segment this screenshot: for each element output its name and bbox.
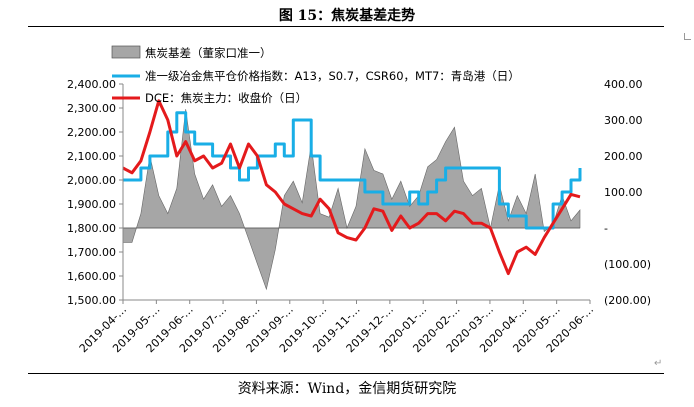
right-axis-tick-label: (100.00): [604, 258, 651, 271]
spread-area-series: [122, 109, 581, 291]
legend-label-index: 准一级冶金焦平仓价格指数：A13，S0.7，CSR60，MT7：青岛港（日）: [145, 69, 520, 83]
page-corner-mark: [684, 33, 691, 40]
legend-swatch-spread: [111, 45, 141, 59]
spread-area: [122, 109, 581, 291]
left-axis-tick-label: 1,800.00: [67, 222, 116, 235]
right-axis-tick-label: -: [604, 222, 608, 235]
left-axis-tick-label: 2,000.00: [67, 174, 116, 187]
legend-label-futures: DCE：焦炭主力：收盘价（日）: [145, 91, 307, 105]
right-axis-tick-label: 300.00: [604, 114, 643, 127]
right-axis-tick-label: (200.00): [604, 294, 651, 307]
left-axis-tick-label: 2,300.00: [67, 102, 116, 115]
source-rule: [28, 373, 664, 374]
chart-legend: 焦炭基差（董家口准一） 准一级冶金焦平仓价格指数：A13，S0.7，CSR60，…: [111, 45, 520, 105]
right-axis-tick-label: 400.00: [604, 78, 643, 91]
right-axis-tick-label: 100.00: [604, 186, 643, 199]
price-line-series: [122, 99, 582, 276]
left-axis-tick-label: 1,900.00: [67, 198, 116, 211]
source-note: 资料来源：Wind，金信期货研究院: [237, 381, 457, 397]
figure-title: 图 15：焦炭基差走势: [278, 8, 416, 24]
right-axis-tick-label: 200.00: [604, 150, 643, 163]
legend-label-spread: 焦炭基差（董家口准一）: [145, 46, 272, 60]
index-price-line: [123, 111, 582, 230]
left-axis-tick-label: 2,100.00: [67, 150, 116, 163]
left-axis-tick-label: 2,400.00: [67, 78, 116, 91]
title-rule: [28, 26, 664, 27]
left-axis-tick-label: 1,700.00: [67, 246, 116, 259]
left-axis-tick-label: 1,500.00: [67, 294, 116, 307]
left-axis-tick-label: 1,600.00: [67, 270, 116, 283]
left-axis-tick-label: 2,200.00: [67, 126, 116, 139]
paragraph-mark: ↵: [654, 358, 663, 369]
futures-close-line: [122, 99, 581, 276]
